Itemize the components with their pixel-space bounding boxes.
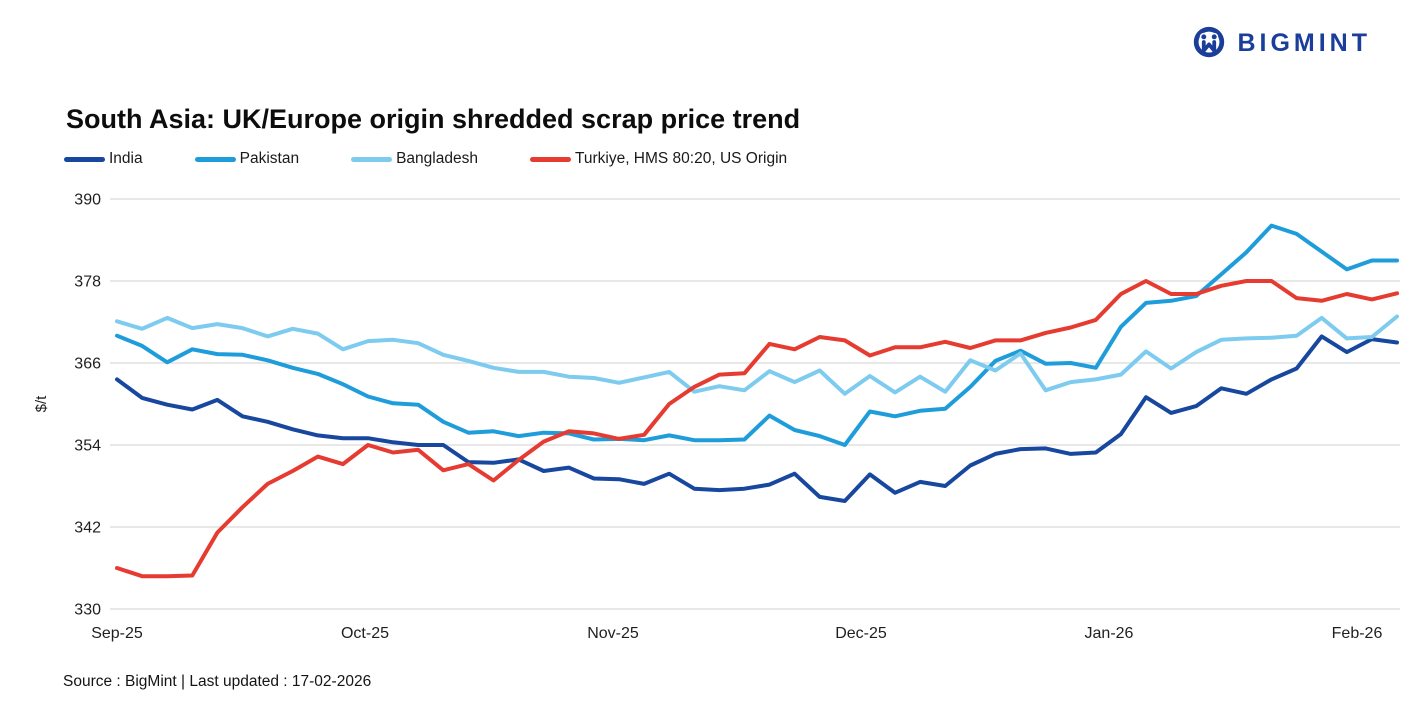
x-tick-label-feb-26: Feb-26 — [1332, 625, 1383, 642]
y-axis-label: $/t — [33, 395, 50, 413]
legend-item-pakistan: Pakistan — [194, 150, 300, 168]
price-trend-chart: 390 378 366 354 342 330 $/t Sep-25 Oct-25 Nov-25 D… — [0, 185, 1417, 655]
legend-item-bangladesh: Bangladesh — [351, 150, 478, 168]
bigmint-logo: BIGMINT — [1190, 24, 1371, 62]
legend-label-pakistan: Pakistan — [239, 150, 300, 167]
page-title: South Asia: UK/Europe origin shredded sc… — [66, 104, 801, 135]
series-line-india — [115, 334, 1399, 503]
x-tick-label-dec-25: Dec-25 — [835, 625, 887, 642]
series-line-pakistan — [115, 223, 1399, 447]
x-tick-label-sep-25: Sep-25 — [91, 625, 143, 642]
legend-label-india: India — [109, 150, 143, 167]
logo-wordmark: BIGMINT — [1237, 28, 1371, 57]
bigmint-people-icon — [1194, 26, 1225, 58]
series-line-bangladesh — [115, 314, 1399, 396]
legend-swatch-bangladesh — [351, 156, 393, 162]
y-tick-label: 354 — [74, 438, 101, 455]
chart-canvas: 390 378 366 354 342 330 $/t Sep-25 Oct-25 Nov-25 D… — [33, 192, 1400, 642]
x-tick-label-oct-25: Oct-25 — [341, 625, 389, 642]
series-line-turkiye — [115, 279, 1399, 579]
y-tick-label: 366 — [74, 356, 101, 373]
y-tick-label: 378 — [74, 274, 101, 291]
y-tick-label: 330 — [74, 602, 101, 619]
chart-legend: India Pakistan Bangladesh Turkiye, HMS 80:2… — [64, 150, 787, 168]
legend-swatch-turkiye — [529, 156, 571, 162]
source-note: Source : BigMint | Last updated : 17-02-… — [63, 673, 372, 690]
x-tick-label-nov-25: Nov-25 — [587, 625, 639, 642]
legend-swatch-india — [64, 156, 105, 162]
legend-label-turkiye: Turkiye, HMS 80:20, US Origin — [574, 150, 788, 167]
legend-item-india: India — [64, 150, 143, 168]
legend-item-turkiye: Turkiye, HMS 80:20, US Origin — [529, 150, 788, 168]
legend-label-bangladesh: Bangladesh — [396, 150, 478, 167]
y-tick-label: 390 — [74, 192, 101, 209]
y-tick-label: 342 — [74, 520, 101, 537]
legend-swatch-pakistan — [194, 156, 236, 162]
x-tick-label-jan-26: Jan-26 — [1085, 625, 1134, 642]
